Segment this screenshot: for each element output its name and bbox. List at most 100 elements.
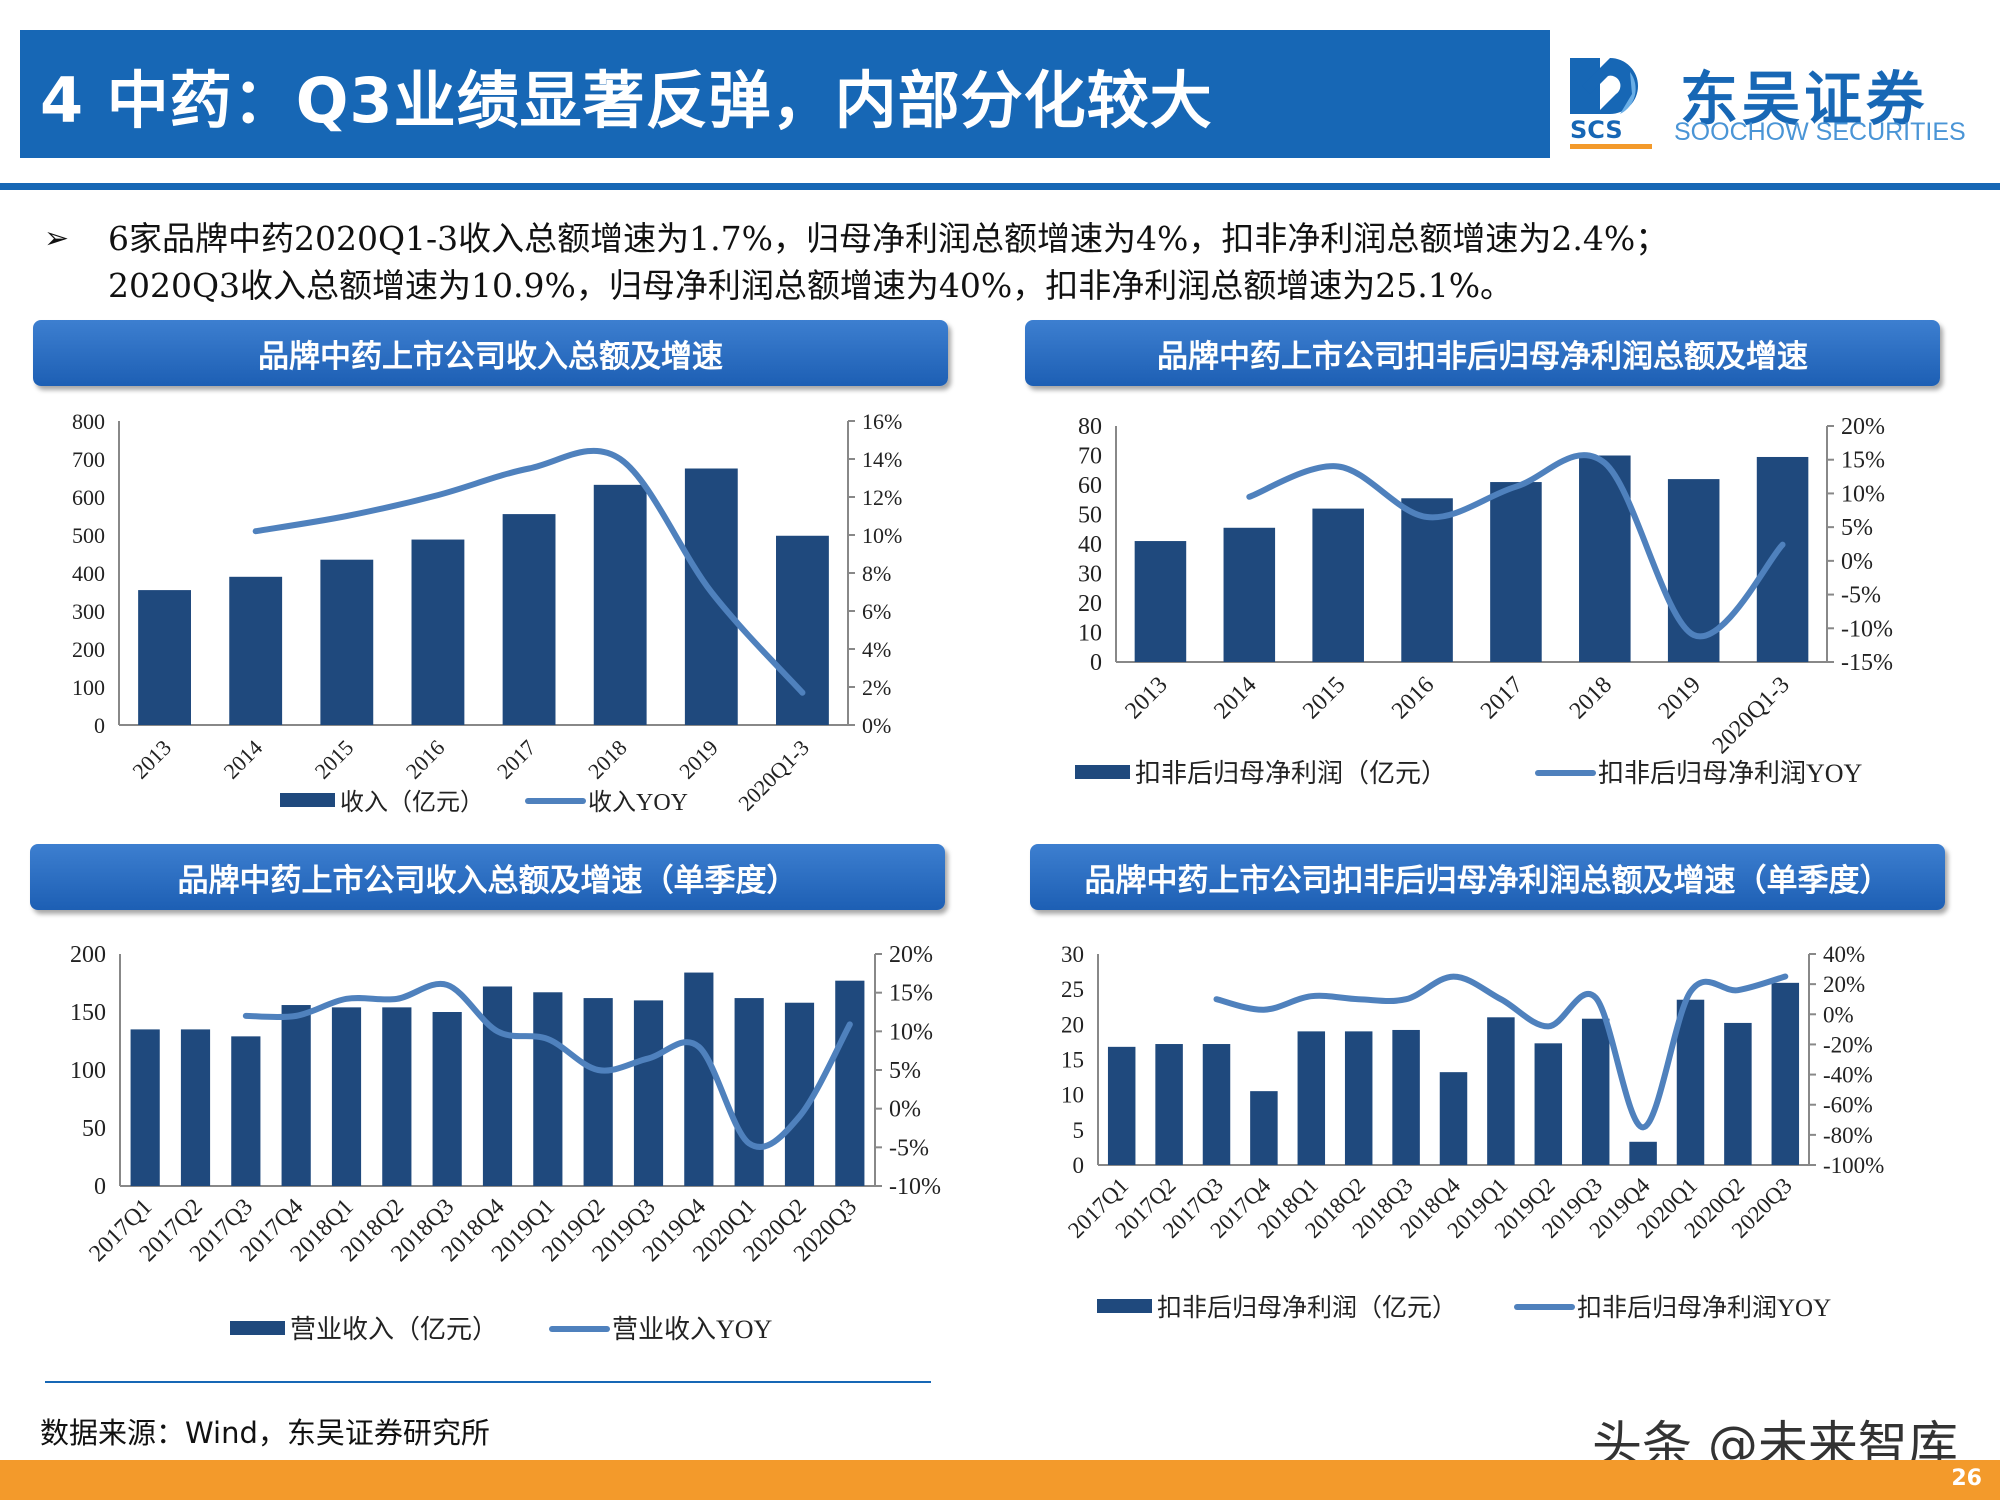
chart-title-quarterly-net-profit: 品牌中药上市公司扣非后归母净利润总额及增速（单季度） — [1030, 844, 1945, 910]
right-tick-label: -80% — [1823, 1123, 1873, 1148]
right-tick-label: -20% — [1823, 1032, 1873, 1057]
bar — [432, 1012, 462, 1186]
bar — [1771, 982, 1800, 1165]
bar — [1344, 1031, 1373, 1165]
left-tick-label: 10 — [1061, 1083, 1084, 1108]
left-tick-label: 100 — [70, 1058, 106, 1084]
left-tick-label: 10 — [1078, 621, 1102, 647]
bar — [583, 998, 613, 1186]
bar — [734, 998, 764, 1186]
legend-bar-swatch — [280, 793, 335, 807]
left-tick-label: 400 — [72, 561, 105, 586]
bar — [502, 514, 556, 725]
company-logo: SCS 东吴证券 SOOCHOW SECURITIES — [1570, 52, 1990, 152]
bar — [835, 980, 865, 1186]
legend-bar-swatch — [230, 1321, 285, 1335]
bar — [1107, 1046, 1136, 1165]
left-tick-label: 150 — [70, 1000, 106, 1026]
right-tick-label: 0% — [1841, 549, 1873, 575]
right-tick-label: -5% — [889, 1135, 929, 1161]
bar — [281, 1005, 311, 1186]
right-tick-label: 4% — [862, 637, 891, 662]
left-tick-label: 0 — [94, 1174, 106, 1200]
bar — [1312, 508, 1364, 662]
bar — [1439, 1072, 1468, 1165]
left-tick-label: 20 — [1061, 1012, 1084, 1037]
right-tick-label: 20% — [1823, 972, 1865, 997]
left-tick-label: 30 — [1061, 942, 1084, 967]
right-tick-label: -15% — [1841, 650, 1893, 676]
right-tick-label: 20% — [1841, 414, 1885, 440]
right-tick-label: 6% — [862, 599, 891, 624]
svg-text:SCS: SCS — [1570, 116, 1623, 144]
left-tick-label: 40 — [1078, 532, 1102, 558]
legend-line-label: 扣非后归母净利润YOY — [1598, 759, 1863, 788]
left-tick-label: 0 — [1090, 650, 1102, 676]
legend-bar-label: 扣非后归母净利润（亿元） — [1135, 759, 1447, 788]
left-tick-label: 30 — [1078, 562, 1102, 588]
left-tick-label: 300 — [72, 599, 105, 624]
arrow-bullet-icon: ➢ — [44, 221, 70, 256]
chart-title-net-profit: 品牌中药上市公司扣非后归母净利润总额及增速 — [1025, 320, 1940, 386]
source-divider — [45, 1381, 931, 1383]
right-tick-label: 0% — [862, 713, 891, 738]
scs-logo-icon: SCS — [1570, 58, 1652, 149]
legend-line-label: 收入YOY — [588, 789, 688, 816]
right-tick-label: 20% — [889, 942, 933, 968]
bar — [684, 972, 714, 1186]
bar — [130, 1029, 160, 1186]
bar — [1676, 999, 1705, 1165]
bar — [382, 1007, 412, 1186]
header-bar — [20, 30, 1550, 158]
right-tick-label: 10% — [862, 523, 902, 548]
legend-bar-label: 收入（亿元） — [340, 789, 484, 816]
left-tick-label: 50 — [82, 1116, 106, 1142]
bar — [533, 992, 563, 1186]
legend-bar-swatch — [1097, 1299, 1152, 1313]
bar — [1250, 1091, 1278, 1165]
right-tick-label: 10% — [889, 1019, 933, 1045]
left-tick-label: 600 — [72, 485, 105, 510]
bar — [593, 484, 647, 725]
bar — [1487, 1017, 1515, 1165]
legend-bar-swatch — [1075, 765, 1130, 779]
right-tick-label: 5% — [889, 1058, 921, 1084]
right-tick-label: -40% — [1823, 1063, 1873, 1088]
yoy-line — [252, 447, 806, 696]
bar — [180, 1029, 211, 1186]
left-tick-label: 15 — [1061, 1048, 1084, 1073]
legend-bar-label: 营业收入（亿元） — [290, 1315, 498, 1344]
legend-bar-label: 扣非后归母净利润（亿元） — [1157, 1294, 1457, 1322]
yoy-line — [242, 980, 853, 1150]
right-tick-label: -10% — [889, 1174, 941, 1200]
chart-title-revenue: 品牌中药上市公司收入总额及增速 — [33, 320, 948, 386]
left-tick-label: 700 — [72, 447, 105, 472]
right-tick-label: 5% — [1841, 515, 1873, 541]
bar — [1155, 1044, 1183, 1165]
left-tick-label: 800 — [72, 409, 105, 434]
right-tick-label: -10% — [1841, 616, 1893, 642]
right-tick-label: 8% — [862, 561, 891, 586]
bar — [1581, 1018, 1610, 1165]
bar — [1401, 498, 1453, 662]
left-tick-label: 200 — [72, 637, 105, 662]
left-tick-label: 200 — [70, 942, 106, 968]
right-tick-label: -100% — [1823, 1153, 1884, 1178]
page-title: 4 中药：Q3业绩显著反弹，内部分化较大 — [40, 64, 1213, 137]
left-tick-label: 0 — [94, 713, 105, 738]
bar — [331, 1007, 362, 1186]
right-tick-label: 15% — [889, 981, 933, 1007]
right-tick-label: -60% — [1823, 1093, 1873, 1118]
left-tick-label: 0 — [1073, 1153, 1085, 1178]
left-tick-label: 20 — [1078, 591, 1102, 617]
data-source: 数据来源：Wind，东吴证券研究所 — [40, 1416, 490, 1450]
header-divider — [0, 183, 2000, 190]
left-tick-label: 80 — [1078, 414, 1102, 440]
right-tick-label: 10% — [1841, 481, 1885, 507]
bar — [1724, 1022, 1752, 1165]
page-number: 26 — [1951, 1466, 1982, 1491]
